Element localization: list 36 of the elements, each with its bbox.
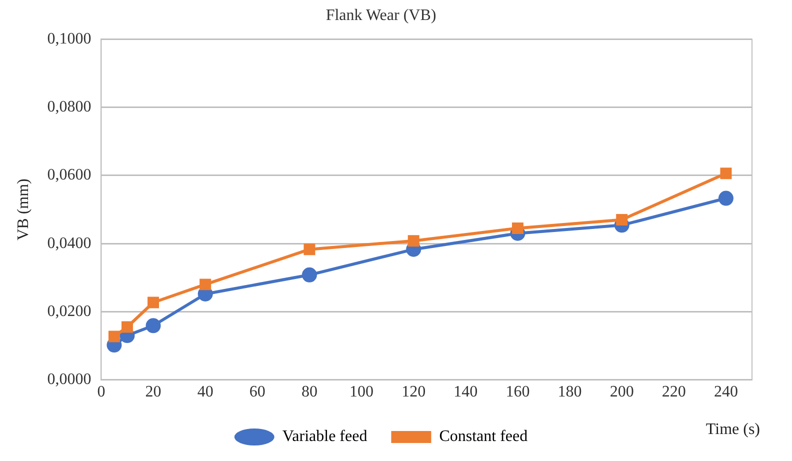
point	[108, 330, 120, 342]
point	[148, 296, 160, 308]
x-tick-label: 0	[97, 384, 106, 401]
y-tick-label: 0,0600	[47, 166, 92, 184]
x-tick-label: 140	[454, 384, 478, 401]
point	[304, 244, 316, 256]
y-tick-label: 0,0800	[47, 98, 92, 116]
legend-label: Constant feed	[439, 428, 528, 446]
y-axis-title: VB (mm)	[14, 178, 32, 240]
x-tick-label: 180	[558, 384, 582, 401]
x-tick-label: 220	[662, 384, 686, 401]
x-tick-label: 80	[301, 384, 318, 401]
point	[200, 278, 212, 290]
point	[616, 214, 628, 226]
x-tick-label: 60	[249, 384, 266, 401]
x-axis-title: Time (s)	[706, 421, 760, 438]
point	[408, 235, 420, 247]
y-tick-label: 0,0000	[47, 371, 92, 388]
y-tick-label: 0,0400	[47, 234, 92, 252]
x-tick-label: 20	[145, 384, 162, 401]
chart-title: Flank Wear (VB)	[326, 6, 436, 24]
point	[718, 190, 734, 206]
point	[512, 222, 524, 234]
x-tick-label: 240	[714, 384, 738, 401]
x-tick-label: 120	[402, 384, 426, 401]
x-tick-label: 100	[350, 384, 374, 401]
point	[146, 318, 161, 334]
x-tick-label: 160	[506, 384, 530, 401]
legend-label: Variable feed	[282, 428, 368, 446]
x-tick-label: 40	[197, 384, 214, 401]
point	[121, 321, 133, 333]
x-tick-label: 200	[610, 384, 634, 401]
y-tick-label: 0,0200	[47, 302, 92, 320]
point	[720, 168, 732, 180]
point	[302, 267, 317, 282]
y-tick-label: 0,1000	[47, 30, 92, 48]
